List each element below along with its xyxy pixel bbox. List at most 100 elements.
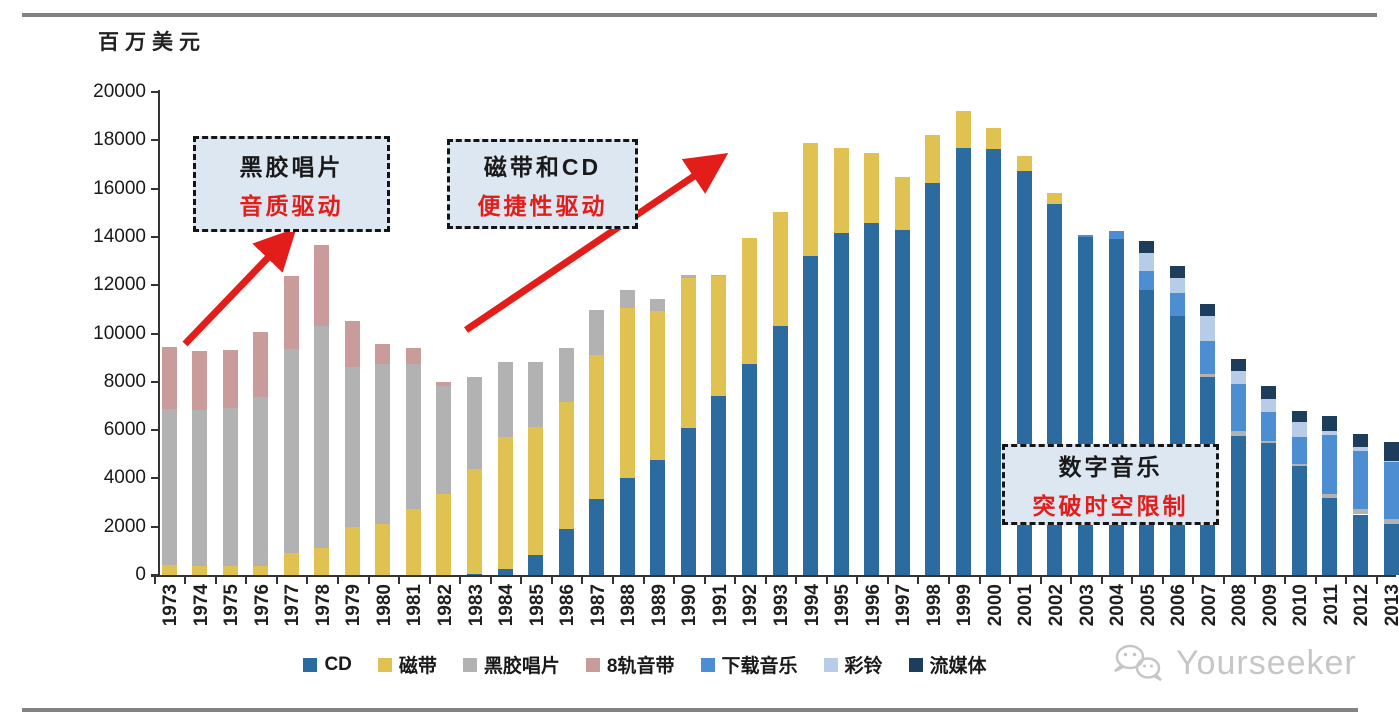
bar-segment bbox=[619, 308, 635, 479]
bar-segment bbox=[833, 233, 849, 575]
x-axis-line bbox=[151, 575, 1396, 577]
bar-segment bbox=[1230, 384, 1246, 431]
bar-segment bbox=[375, 523, 391, 575]
x-axis-year-label: 1978 bbox=[312, 584, 334, 627]
bar-segment bbox=[497, 569, 513, 575]
y-axis-tick bbox=[151, 235, 159, 238]
x-axis-tick bbox=[1222, 577, 1225, 584]
bar-segment bbox=[1352, 447, 1368, 451]
legend-item: 彩铃 bbox=[823, 651, 883, 678]
bar-segment bbox=[161, 565, 177, 575]
bottom-divider bbox=[22, 708, 1358, 712]
bar-segment bbox=[680, 277, 696, 428]
y-axis-tick-label: 18000 bbox=[93, 129, 146, 151]
legend-label: 磁带 bbox=[398, 656, 437, 677]
bar-segment bbox=[833, 148, 849, 234]
bar-segment bbox=[772, 211, 788, 326]
x-axis-tick bbox=[398, 577, 401, 584]
x-axis-tick bbox=[886, 577, 889, 584]
y-axis-tick-label: 2000 bbox=[103, 515, 146, 537]
x-axis-tick bbox=[245, 577, 248, 584]
x-axis-tick bbox=[214, 577, 217, 584]
x-axis-year-label: 1997 bbox=[893, 584, 915, 627]
bar-segment bbox=[1322, 497, 1338, 575]
legend-swatch bbox=[462, 657, 477, 672]
x-axis-tick bbox=[1131, 577, 1134, 584]
x-axis-year-label: 2006 bbox=[1168, 584, 1190, 627]
bar-segment bbox=[1261, 385, 1277, 400]
x-axis-tick bbox=[1009, 577, 1012, 584]
bar-segment bbox=[1261, 412, 1277, 441]
x-axis-tick bbox=[581, 577, 584, 584]
y-axis-tick bbox=[151, 525, 159, 528]
x-axis-year-label: 1998 bbox=[923, 584, 945, 627]
x-axis-tick bbox=[978, 577, 981, 584]
bar-segment bbox=[1169, 266, 1185, 278]
bar-segment bbox=[864, 153, 880, 224]
legend-label: 黑胶唱片 bbox=[483, 656, 560, 677]
bar-segment bbox=[497, 437, 513, 570]
legend-swatch bbox=[823, 657, 838, 672]
bar-segment bbox=[1200, 315, 1216, 341]
x-axis-year-label: 2012 bbox=[1351, 584, 1373, 627]
bar-segment bbox=[436, 386, 452, 494]
bar-segment bbox=[405, 508, 421, 575]
bar-segment bbox=[1261, 399, 1277, 413]
x-axis-tick bbox=[917, 577, 920, 584]
bar-segment bbox=[375, 344, 391, 365]
bar-segment bbox=[1383, 442, 1399, 461]
bar-segment bbox=[558, 528, 574, 575]
legend-label: 流媒体 bbox=[929, 656, 987, 677]
legend-label: CD bbox=[324, 653, 352, 675]
x-axis-tick bbox=[459, 577, 462, 584]
legend-item: 黑胶唱片 bbox=[462, 651, 560, 678]
bar-segment bbox=[1016, 155, 1032, 171]
bar-segment bbox=[436, 493, 452, 575]
bar-segment bbox=[619, 478, 635, 575]
annotation-vinyl-title: 黑胶唱片 bbox=[239, 153, 344, 180]
x-axis-year-label: 1977 bbox=[282, 584, 304, 627]
x-axis-tick bbox=[1039, 577, 1042, 584]
x-axis-tick bbox=[611, 577, 614, 584]
bar-segment bbox=[650, 311, 666, 460]
x-axis-year-label: 1993 bbox=[771, 584, 792, 627]
bar-segment bbox=[1322, 435, 1338, 495]
x-axis-tick bbox=[153, 577, 156, 584]
y-axis-tick-label: 8000 bbox=[103, 370, 146, 392]
y-axis-line bbox=[158, 90, 160, 577]
bar-segment bbox=[222, 408, 238, 566]
bar-segment bbox=[1230, 430, 1246, 436]
x-axis-tick bbox=[1192, 577, 1195, 584]
bar-segment bbox=[955, 147, 971, 575]
x-axis-year-label: 2003 bbox=[1076, 584, 1098, 627]
bar-segment bbox=[1352, 450, 1368, 510]
y-axis-tick bbox=[151, 574, 159, 576]
bar-segment bbox=[650, 459, 666, 575]
watermark: Yourseeker bbox=[1108, 642, 1357, 684]
x-axis-year-label: 1981 bbox=[404, 584, 426, 627]
bar-segment bbox=[1383, 462, 1399, 520]
bar-segment bbox=[528, 554, 544, 575]
bar-segment bbox=[680, 427, 696, 575]
bar-segment bbox=[1322, 415, 1338, 431]
annotation-digital-subtitle: 突破时空限制 bbox=[1032, 493, 1189, 519]
x-axis-tick bbox=[1314, 577, 1317, 584]
x-axis-tick bbox=[1161, 577, 1164, 584]
x-axis-tick bbox=[703, 577, 706, 584]
bar-segment bbox=[1291, 437, 1307, 464]
x-axis-tick bbox=[184, 577, 187, 584]
x-axis-year-label: 1980 bbox=[373, 584, 395, 627]
x-axis-year-label: 2013 bbox=[1382, 584, 1399, 627]
bar-segment bbox=[1230, 359, 1246, 371]
legend-item: CD bbox=[303, 653, 352, 676]
bar-segment bbox=[1291, 422, 1307, 438]
annotation-cassette-cd: 磁带和CD 便捷性驱动 bbox=[447, 139, 638, 229]
x-axis-tick bbox=[734, 577, 737, 584]
bar-segment bbox=[1383, 524, 1399, 575]
bar-segment bbox=[528, 361, 544, 427]
x-axis-year-label: 1974 bbox=[190, 584, 212, 627]
bar-segment bbox=[1291, 463, 1307, 466]
bar-segment bbox=[497, 362, 513, 438]
bar-segment bbox=[1322, 494, 1338, 498]
bar-segment bbox=[1139, 241, 1155, 253]
